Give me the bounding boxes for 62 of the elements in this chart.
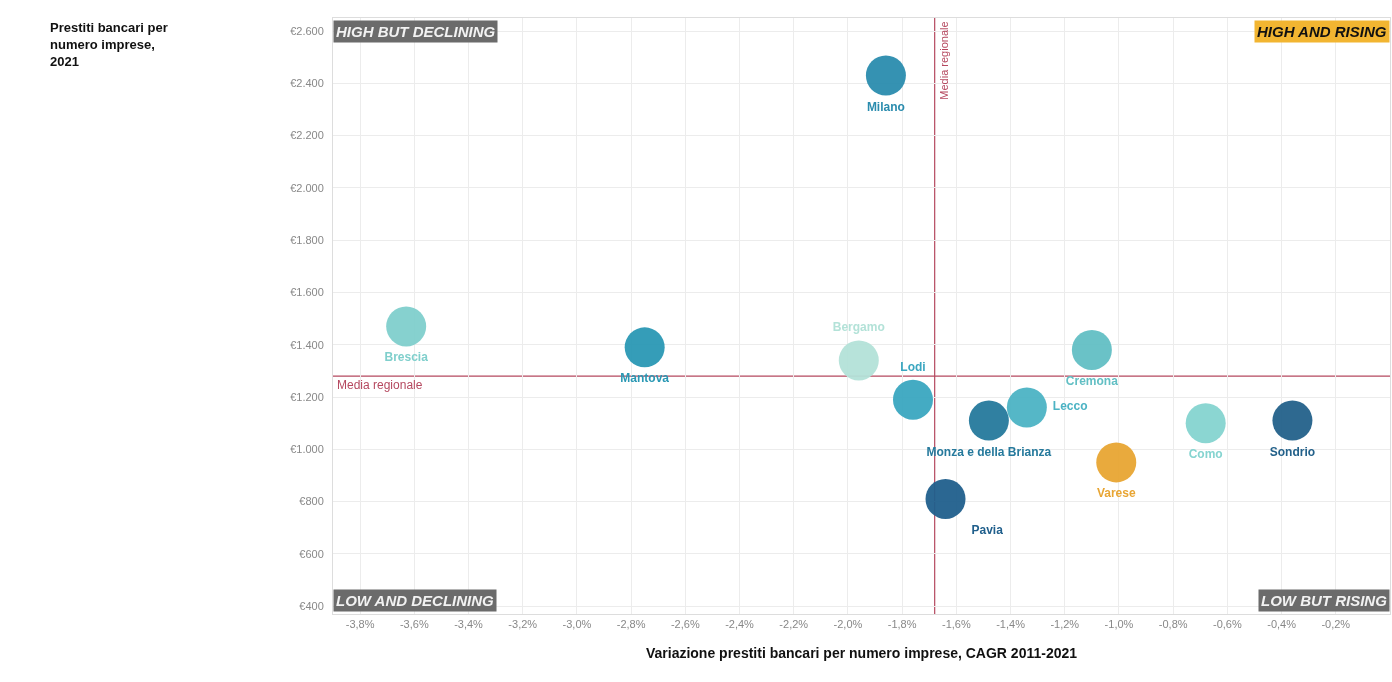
series-label: Sondrio	[1269, 444, 1316, 459]
series-label: Lodi	[900, 359, 926, 374]
x-tick-label: -1,8%	[887, 618, 917, 631]
annotation: LOW AND DECLINING	[336, 592, 495, 609]
y-tick-label: €1.000	[290, 443, 324, 456]
point	[893, 379, 933, 420]
x-tick-label: -2,6%	[670, 618, 700, 631]
point	[1185, 403, 1226, 444]
x-tick-label: -0,8%	[1158, 618, 1188, 631]
series-label: Varese	[1096, 486, 1136, 501]
series-label: Bergamo	[832, 320, 885, 335]
y-tick-label: €1.200	[290, 390, 324, 403]
y-tick-label: €600	[299, 547, 324, 560]
x-tick-label: -0,6%	[1213, 618, 1242, 631]
y-tick-label: €1.800	[290, 234, 324, 247]
x-tick-label: -1,2%	[1050, 618, 1080, 631]
y-tick-label: €2.400	[290, 77, 324, 90]
series-label: Brescia	[384, 350, 429, 365]
point	[865, 55, 906, 96]
series-label: Lecco	[1052, 399, 1088, 414]
point	[1096, 442, 1137, 483]
point	[1071, 329, 1112, 370]
y-tick-label: €1.600	[290, 286, 324, 299]
y-tick-label: €1.400	[290, 338, 324, 351]
x-tick-label: -0,2%	[1321, 618, 1351, 631]
ref-line-label: Media regionale	[337, 378, 423, 392]
series-label: Pavia	[971, 522, 1004, 537]
y-tick-label: €2.200	[290, 129, 324, 142]
x-tick-label: -2,4%	[725, 618, 755, 631]
ref-line-label: Media regionale	[937, 21, 950, 100]
annotation: HIGH BUT DECLINING	[336, 23, 496, 40]
y-tick-label: €2.600	[290, 24, 324, 37]
y-tick-label: €800	[299, 495, 324, 508]
series-label: Como	[1188, 447, 1223, 462]
series-label: Monza e della Brianza	[926, 444, 1052, 459]
y-tick-label: €2.000	[290, 181, 324, 194]
point	[1006, 387, 1047, 428]
x-tick-label: -3,6%	[399, 618, 429, 631]
point	[968, 400, 1009, 441]
x-tick-label: -2,8%	[616, 618, 646, 631]
x-axis-title: Variazione prestiti bancari per numero imprese, CAGR 2011-2021	[645, 644, 1078, 661]
x-tick-label: -0,4%	[1267, 618, 1297, 631]
x-tick-label: -3,4%	[454, 618, 484, 631]
series-label: Cremona	[1065, 373, 1119, 388]
annotation: HIGH AND RISING	[1257, 23, 1387, 40]
x-tick-label: -2,0%	[833, 618, 863, 631]
x-tick-label: -1,4%	[996, 618, 1026, 631]
x-tick-label: -3,0%	[562, 618, 592, 631]
point	[925, 478, 966, 519]
y-tick-label: €400	[299, 600, 324, 613]
x-tick-label: -1,6%	[941, 618, 971, 631]
x-tick-label: -2,2%	[779, 618, 809, 631]
text: Prestiti bancari per numero imprese, 2021	[50, 20, 168, 69]
point	[386, 306, 427, 347]
x-tick-label: -1,0%	[1104, 618, 1134, 631]
x-tick-label: -3,8%	[345, 618, 375, 631]
x-tick-label: -3,2%	[508, 618, 538, 631]
point	[1272, 400, 1313, 441]
point	[624, 327, 665, 368]
point	[838, 340, 879, 381]
series-label: Milano	[866, 99, 905, 114]
annotation: LOW BUT RISING	[1261, 592, 1388, 609]
